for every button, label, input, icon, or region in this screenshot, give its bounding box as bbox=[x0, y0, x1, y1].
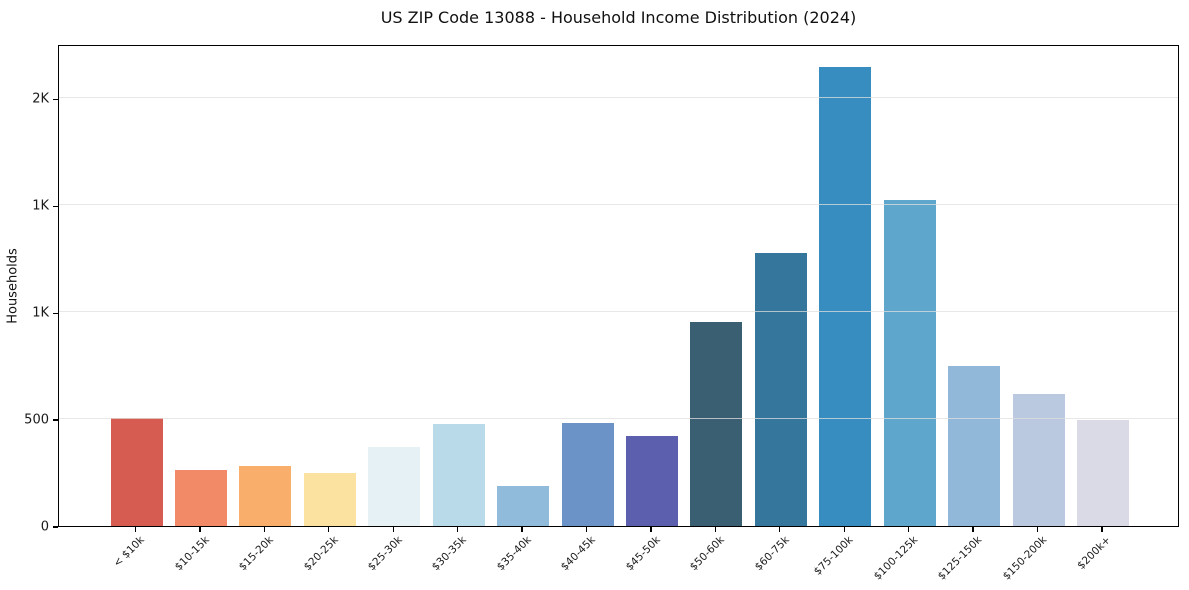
x-tick-mark bbox=[843, 527, 845, 532]
bar-$15-20k bbox=[239, 465, 292, 526]
x-tick-mark bbox=[585, 527, 588, 532]
bar-$25-30k bbox=[368, 447, 421, 526]
y-tick-mark bbox=[53, 419, 58, 421]
plot-area bbox=[58, 45, 1179, 527]
bar-$10-15k bbox=[174, 470, 227, 526]
bar-$30-35k bbox=[432, 423, 485, 526]
y-tick-mark bbox=[53, 205, 58, 207]
x-tick-mark bbox=[779, 527, 781, 532]
gridline bbox=[59, 204, 1178, 206]
gridline bbox=[59, 97, 1178, 99]
x-tick-label: $10-15k bbox=[172, 534, 212, 574]
x-tick-mark bbox=[972, 527, 974, 532]
bar-$40-45k bbox=[561, 423, 614, 526]
x-tick-mark bbox=[199, 527, 201, 532]
x-tick-mark bbox=[263, 527, 265, 532]
x-tick-mark bbox=[521, 527, 523, 532]
x-tick-mark bbox=[392, 527, 394, 532]
x-tick-label: $150-200k bbox=[1000, 534, 1050, 583]
bar-$200k+ bbox=[1076, 419, 1129, 526]
x-tick-label: $60-75k bbox=[752, 534, 792, 574]
bar-$125-150k bbox=[948, 365, 1001, 526]
y-tick-mark bbox=[53, 526, 58, 528]
x-tick-label: $35-40k bbox=[494, 534, 534, 574]
y-tick-mark bbox=[53, 98, 58, 100]
gridline bbox=[59, 418, 1178, 420]
bar-$60-75k bbox=[754, 253, 807, 526]
y-tick-label: 2K bbox=[32, 91, 49, 107]
x-tick-mark bbox=[650, 527, 652, 532]
bar-< $10k bbox=[110, 418, 163, 526]
y-tick-label: 1K bbox=[32, 305, 49, 321]
bar-$150-200k bbox=[1012, 394, 1065, 526]
y-tick-mark bbox=[53, 312, 58, 314]
bar-$35-40k bbox=[497, 485, 550, 526]
gridline bbox=[59, 311, 1178, 313]
x-tick-label: $50-60k bbox=[687, 534, 727, 574]
chart-title: US ZIP Code 13088 - Household Income Dis… bbox=[380, 8, 857, 27]
x-tick-label: < $10k bbox=[111, 534, 147, 570]
x-tick-label: $25-30k bbox=[365, 534, 405, 574]
x-tick-label: $20-25k bbox=[301, 534, 341, 574]
x-tick-label: $200k+ bbox=[1075, 534, 1114, 572]
x-tick-mark bbox=[134, 527, 137, 532]
x-tick-label: $45-50k bbox=[623, 534, 663, 574]
x-tick-label: $40-45k bbox=[558, 534, 599, 574]
x-tick-mark bbox=[328, 527, 330, 532]
x-tick-label: $75-100k bbox=[811, 534, 856, 578]
x-tick-mark bbox=[1036, 527, 1039, 532]
x-tick-mark bbox=[1101, 527, 1103, 532]
x-tick-label: $100-125k bbox=[871, 534, 921, 583]
bar-$75-100k bbox=[819, 66, 872, 526]
bar-$100-125k bbox=[883, 199, 936, 526]
x-tick-label: $15-20k bbox=[236, 534, 276, 574]
x-tick-label: $30-35k bbox=[430, 534, 470, 574]
bar-$50-60k bbox=[690, 321, 743, 526]
x-tick-mark bbox=[908, 527, 910, 532]
x-tick-mark bbox=[457, 527, 459, 532]
x-tick-label: $125-150k bbox=[936, 534, 985, 583]
y-tick-label: 1K bbox=[32, 198, 49, 214]
bar-$20-25k bbox=[303, 472, 356, 526]
bar-$45-50k bbox=[625, 436, 678, 526]
y-tick-label: 500 bbox=[24, 412, 49, 428]
x-tick-mark bbox=[714, 527, 716, 532]
y-tick-label: 0 bbox=[40, 519, 49, 535]
